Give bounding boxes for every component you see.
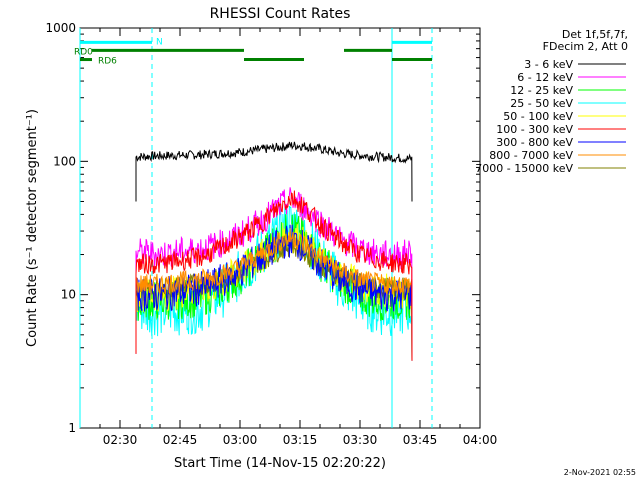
footer-timestamp: 2-Nov-2021 02:55 [564,468,636,477]
x-tick-label: 03:00 [223,433,258,447]
y-tick-label: 100 [53,154,76,168]
x-tick-label: 03:30 [343,433,378,447]
legend-entry-label: 25 - 50 keV [510,97,573,110]
x-tick-label: 04:00 [463,433,498,447]
series-line-7000to15000keV [135,235,413,361]
state-bar-label: RD0 [74,47,93,57]
attenuator-markers [79,28,433,428]
x-tick-label: 02:45 [163,433,198,447]
data-series [135,141,413,361]
chart-title: RHESSI Count Rates [210,6,351,22]
x-tick-label: 02:30 [103,433,138,447]
series-line-100to300keV [135,190,413,361]
x-tick-label: 03:45 [403,433,438,447]
legend-entry-label: 800 - 7000 keV [489,149,573,162]
legend-header: Det 1f,5f,7f, [562,28,628,41]
legend-entry-label: 300 - 800 keV [496,136,573,149]
legend-entry-label: 50 - 100 keV [503,110,573,123]
series-line-3to6keV [135,141,413,202]
series-line-800to7000keV [135,228,413,361]
x-axis-label: Start Time (14-Nov-15 02:20:22) [174,456,386,471]
x-tick-label: 03:15 [283,433,318,447]
y-tick-label: 1 [68,421,76,435]
legend-header: FDecim 2, Att 0 [543,40,628,53]
state-bar-label: N [156,37,163,47]
state-bar-label: RD6 [98,57,117,67]
state-bars: N RD0 RD6 [74,37,432,67]
y-tick-label: 1000 [45,21,76,35]
y-axis: 1 10 100 1000 [45,21,480,435]
y-tick-label: 10 [61,288,76,302]
x-axis: 02:30 02:45 03:00 03:15 03:30 03:45 04:00 [79,28,498,447]
legend-entry-label: 7000 - 15000 keV [475,162,573,175]
legend-entry-label: 3 - 6 keV [524,58,573,71]
legend-entry-label: 12 - 25 keV [510,84,573,97]
legend-entry-label: 6 - 12 keV [517,71,573,84]
y-axis-label: Count Rate (s⁻¹ detector segment⁻¹) [25,109,40,347]
legend-entry-label: 100 - 300 keV [496,123,573,136]
